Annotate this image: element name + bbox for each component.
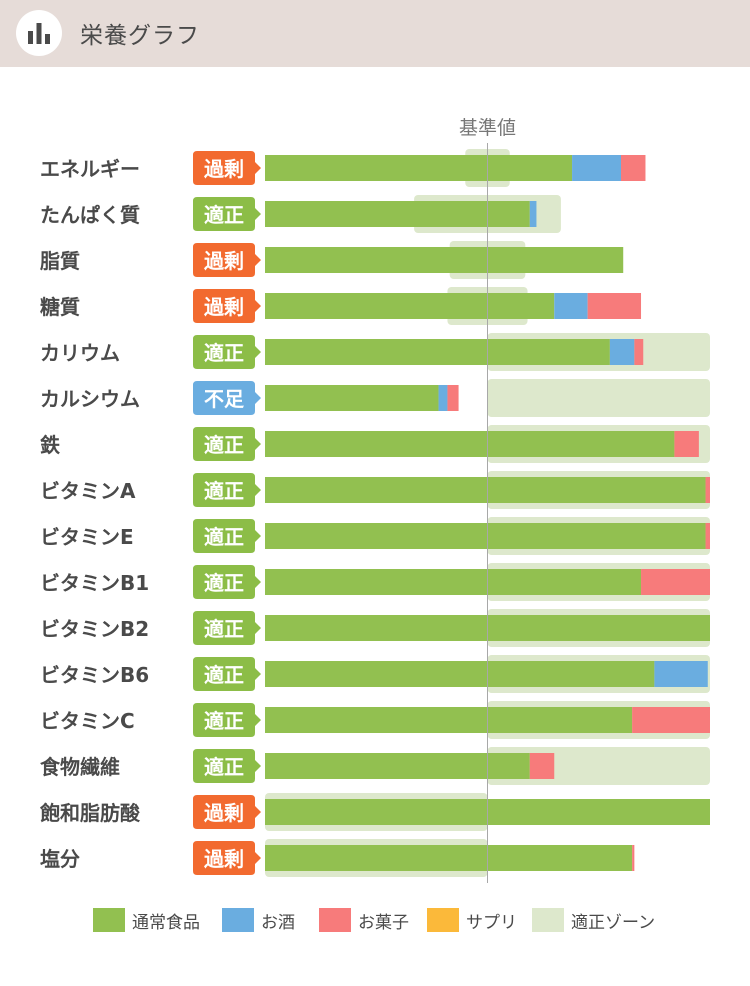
legend-swatch — [222, 908, 254, 932]
category-label: 飽和脂肪酸 — [40, 801, 141, 825]
category-label: ビタミンB2 — [40, 617, 149, 641]
status-badge — [193, 703, 261, 737]
status-badge-label: 過剰 — [204, 847, 244, 871]
bar-segment — [265, 155, 573, 181]
bar-segment — [265, 201, 530, 227]
bar-segment — [265, 293, 555, 319]
status-badge-label: 過剰 — [204, 801, 244, 825]
bar-segment — [632, 707, 710, 733]
bar-segment — [265, 477, 706, 503]
bar-segment — [265, 569, 642, 595]
app-header: 栄養グラフ — [0, 0, 750, 67]
bar-segment — [265, 707, 633, 733]
legend-label: 適正ゾーン — [571, 913, 656, 933]
status-badge-label: 適正 — [204, 341, 244, 365]
status-badge — [193, 381, 261, 415]
bar-segment — [265, 339, 610, 365]
status-badge — [193, 841, 261, 875]
category-label: エネルギー — [40, 157, 140, 181]
status-badge — [193, 795, 261, 829]
bar-segment — [587, 293, 642, 319]
bar-segment — [438, 385, 448, 411]
bars-layer — [265, 155, 710, 871]
status-badge — [193, 611, 261, 645]
category-label: ビタミンB6 — [40, 663, 149, 687]
status-badge-label: 適正 — [204, 663, 244, 687]
status-badge — [193, 427, 261, 461]
legend-swatch — [93, 908, 125, 932]
status-badge — [193, 565, 261, 599]
bar-segment — [609, 339, 635, 365]
legend: 通常食品 お酒 お菓子 サプリ 適正ゾーン — [0, 905, 750, 935]
legend-swatch — [532, 908, 564, 932]
bar-segment — [265, 845, 633, 871]
bar-segment — [634, 339, 644, 365]
bar-segment — [529, 201, 537, 227]
legend-label: お菓子 — [358, 913, 409, 933]
category-label: 塩分 — [40, 847, 80, 871]
bar-segment — [447, 385, 459, 411]
legend-label: 通常食品 — [132, 913, 200, 933]
category-label: ビタミンE — [40, 525, 134, 549]
status-badge — [193, 473, 261, 507]
bar-segment — [572, 155, 621, 181]
bar-segment — [654, 661, 708, 687]
bar-segment — [265, 385, 439, 411]
bar-chart-icon — [16, 10, 62, 56]
status-badge-label: 適正 — [204, 709, 244, 733]
page-title: 栄養グラフ — [80, 23, 200, 49]
bar-segment — [265, 523, 706, 549]
reference-label: 基準値 — [459, 117, 516, 139]
bar-segment — [265, 431, 675, 457]
bar-segment — [265, 661, 655, 687]
status-badge-label: 適正 — [204, 479, 244, 503]
bar-segment — [705, 477, 710, 503]
bar-segment — [621, 155, 646, 181]
legend-swatch — [319, 908, 351, 932]
status-badge-label: 不足 — [204, 387, 245, 411]
status-badge — [193, 151, 261, 185]
category-label: 脂質 — [40, 249, 80, 273]
bar-segment — [265, 247, 624, 273]
status-badge — [193, 749, 261, 783]
status-badge — [193, 335, 261, 369]
status-badge-label: 適正 — [204, 433, 244, 457]
status-badge — [193, 197, 261, 231]
status-badge-label: 過剰 — [204, 249, 244, 273]
category-label: カルシウム — [40, 387, 140, 411]
legend-swatch — [427, 908, 459, 932]
bar-segment — [554, 293, 588, 319]
status-badge — [193, 657, 261, 691]
legend-label: サプリ — [466, 913, 517, 933]
status-badge-label: 適正 — [204, 755, 244, 779]
category-label: たんぱく質 — [40, 203, 140, 227]
category-label: ビタミンC — [40, 709, 135, 733]
status-badge-label: 適正 — [204, 617, 244, 641]
category-label: 鉄 — [40, 433, 60, 457]
status-badge-label: 過剰 — [204, 295, 244, 319]
status-badge — [193, 519, 261, 553]
status-badge-label: 適正 — [204, 203, 244, 227]
status-badge-label: 過剰 — [204, 157, 244, 181]
category-label: 糖質 — [40, 295, 80, 319]
category-label: ビタミンB1 — [40, 571, 149, 595]
bar-segment — [632, 845, 635, 871]
bar-segment — [674, 431, 699, 457]
status-badge — [193, 243, 261, 277]
status-badge-label: 適正 — [204, 525, 244, 549]
bar-segment — [705, 523, 710, 549]
bar-segment — [641, 569, 710, 595]
bar-segment — [265, 753, 530, 779]
bar-segment — [529, 753, 555, 779]
status-badge-label: 適正 — [204, 571, 244, 595]
category-label: ビタミンA — [40, 479, 136, 503]
category-label: 食物繊維 — [40, 755, 120, 779]
legend-label: お酒 — [261, 913, 295, 933]
category-label: カリウム — [40, 341, 120, 365]
zone-rect — [487, 379, 710, 417]
status-badge — [193, 289, 261, 323]
